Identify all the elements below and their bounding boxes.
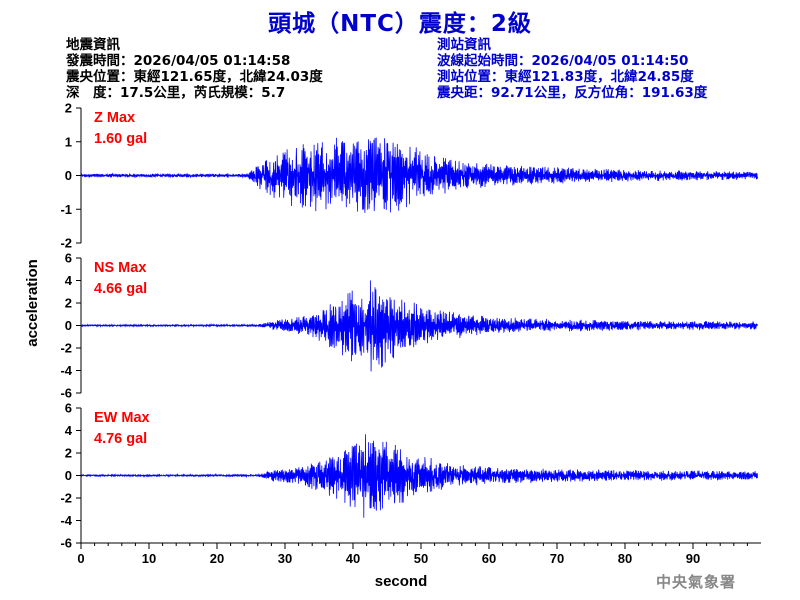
x-tick-label: 20 [210,551,224,566]
y-tick-label-z: 2 [65,101,72,116]
y-tick-label-ns: 4 [65,273,73,288]
y-axis-label: acceleration [24,259,41,347]
depth-magnitude: 深 度：17.5公里，芮氏規模：5.7 [66,85,286,101]
y-tick-label-ew: 2 [65,446,72,461]
y-tick-label-ew: 4 [65,423,73,438]
y-tick-label-ew: -6 [60,536,72,551]
epicenter-location: 震央位置：東經121.65度，北緯24.03度 [66,69,323,85]
max-value-z: 1.60 gal [94,131,147,147]
station-info: 測站資訊 波線起始時間：2026/04/05 01:14:50 測站位置：東經1… [437,37,707,101]
max-value-ns: 4.66 gal [94,281,147,297]
y-tick-label-ew: 0 [65,468,72,483]
x-tick-label: 30 [278,551,292,566]
x-tick-label: 70 [550,551,564,566]
waveform-z [80,137,758,213]
max-value-ew: 4.76 gal [94,431,147,447]
page-title: 頭城（NTC）震度：2級 [268,11,532,37]
waveform-start-time: 波線起始時間：2026/04/05 01:14:50 [437,53,689,69]
x-axis-label: second [375,573,428,590]
y-tick-label-ew: -4 [60,513,72,528]
max-label-ew: EW Max [94,410,150,426]
x-tick-label: 40 [346,551,360,566]
y-tick-label-z: -2 [60,236,72,251]
station-info-heading: 測站資訊 [437,37,491,53]
y-tick-label-ns: -6 [60,386,72,401]
x-tick-label: 10 [142,551,156,566]
y-tick-label-z: 1 [65,134,72,149]
max-label-ns: NS Max [94,260,146,276]
station-location: 測站位置：東經121.83度，北緯24.85度 [437,69,694,85]
x-tick-label: 50 [414,551,428,566]
y-tick-label-ew: -2 [60,491,72,506]
agency-watermark: 中央氣象署 [656,573,737,591]
y-tick-label-ns: 6 [65,251,72,266]
x-tick-label: 60 [482,551,496,566]
y-tick-label-z: -1 [60,202,72,217]
waveform-ns [80,280,758,372]
waveform-ew [80,434,758,518]
y-tick-label-ns: -4 [60,363,72,378]
y-tick-label-ns: 2 [65,296,72,311]
earthquake-info-heading: 地震資訊 [66,37,120,53]
origin-time: 發震時間：2026/04/05 01:14:58 [66,53,291,69]
max-label-z: Z Max [94,110,135,126]
y-tick-label-ns: 0 [65,318,72,333]
x-tick-label: 80 [618,551,632,566]
y-tick-label-ew: 6 [65,401,72,416]
x-tick-label: 0 [77,551,84,566]
y-tick-label-z: 0 [65,168,72,183]
earthquake-info: 地震資訊 發震時間：2026/04/05 01:14:58 震央位置：東經121… [66,37,323,101]
y-tick-label-ns: -2 [60,341,72,356]
x-tick-label: 90 [686,551,700,566]
epicentral-distance: 震央距：92.71公里，反方位角：191.63度 [437,85,708,101]
